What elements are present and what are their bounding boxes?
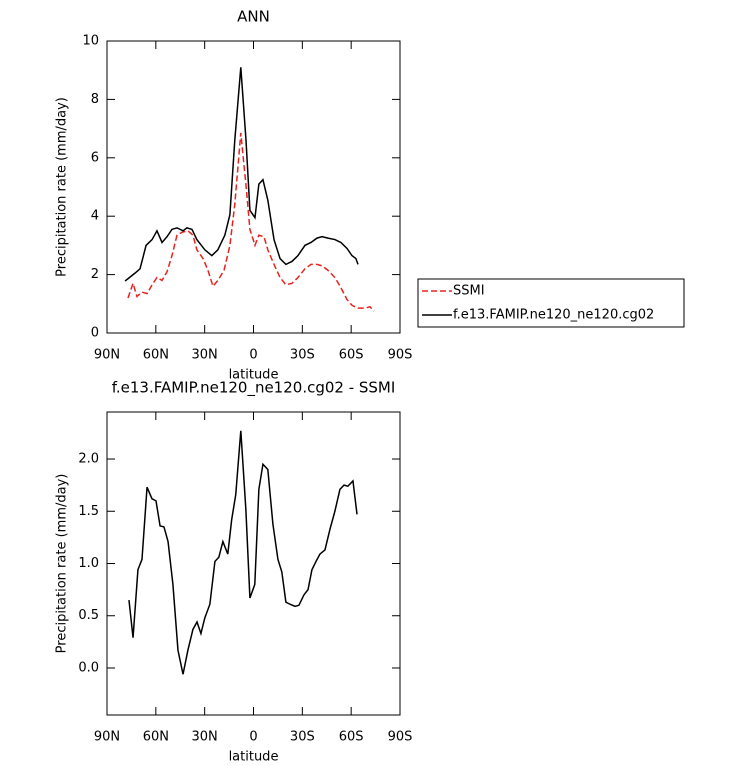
- y-tick-label: 10: [82, 34, 99, 49]
- data-line: [127, 132, 375, 312]
- y-axis-label: Precipitation rate (mm/day): [55, 474, 70, 654]
- y-tick-label: 0.5: [78, 608, 99, 623]
- x-tick-label: 0: [249, 348, 257, 363]
- legend-label: f.e13.FAMIP.ne120_ne120.cg02: [453, 308, 654, 323]
- x-tick-label: 60S: [339, 730, 364, 745]
- y-tick-label: 1.0: [78, 556, 99, 571]
- x-tick-label: 90S: [388, 730, 413, 745]
- x-tick-label: 90N: [94, 348, 120, 363]
- x-tick-label: 60N: [143, 730, 169, 745]
- y-tick-label: 2.0: [78, 452, 99, 467]
- chart-title: f.e13.FAMIP.ne120_ne120.cg02 - SSMI: [112, 379, 396, 398]
- x-tick-label: 0: [249, 730, 257, 745]
- y-axis-label: Precipitation rate (mm/day): [55, 97, 70, 277]
- plot-frame: [106, 40, 401, 334]
- chart-title: ANN: [237, 8, 270, 26]
- x-tick-label: 30S: [290, 348, 315, 363]
- x-tick-label: 90N: [94, 730, 120, 745]
- data-line: [128, 430, 358, 675]
- y-tick-label: 0: [91, 326, 99, 341]
- x-axis-label: latitude: [229, 368, 279, 383]
- y-tick-label: 4: [91, 209, 99, 224]
- y-tick-label: 1.5: [78, 504, 99, 519]
- y-tick-label: 2: [91, 267, 99, 282]
- x-tick-label: 60N: [143, 348, 169, 363]
- y-tick-label: 6: [91, 150, 99, 165]
- x-tick-label: 30N: [192, 730, 218, 745]
- y-tick-label: 0.0: [78, 660, 99, 675]
- x-tick-label: 30S: [290, 730, 315, 745]
- y-tick-label: 8: [91, 92, 99, 107]
- x-tick-label: 60S: [339, 348, 364, 363]
- x-axis-label: latitude: [229, 750, 279, 763]
- data-line: [124, 67, 359, 282]
- plot-frame: [106, 411, 401, 716]
- x-tick-label: 90S: [388, 348, 413, 363]
- legend-label: SSMI: [453, 284, 485, 299]
- legend-box: [417, 278, 685, 328]
- x-tick-label: 30N: [192, 348, 218, 363]
